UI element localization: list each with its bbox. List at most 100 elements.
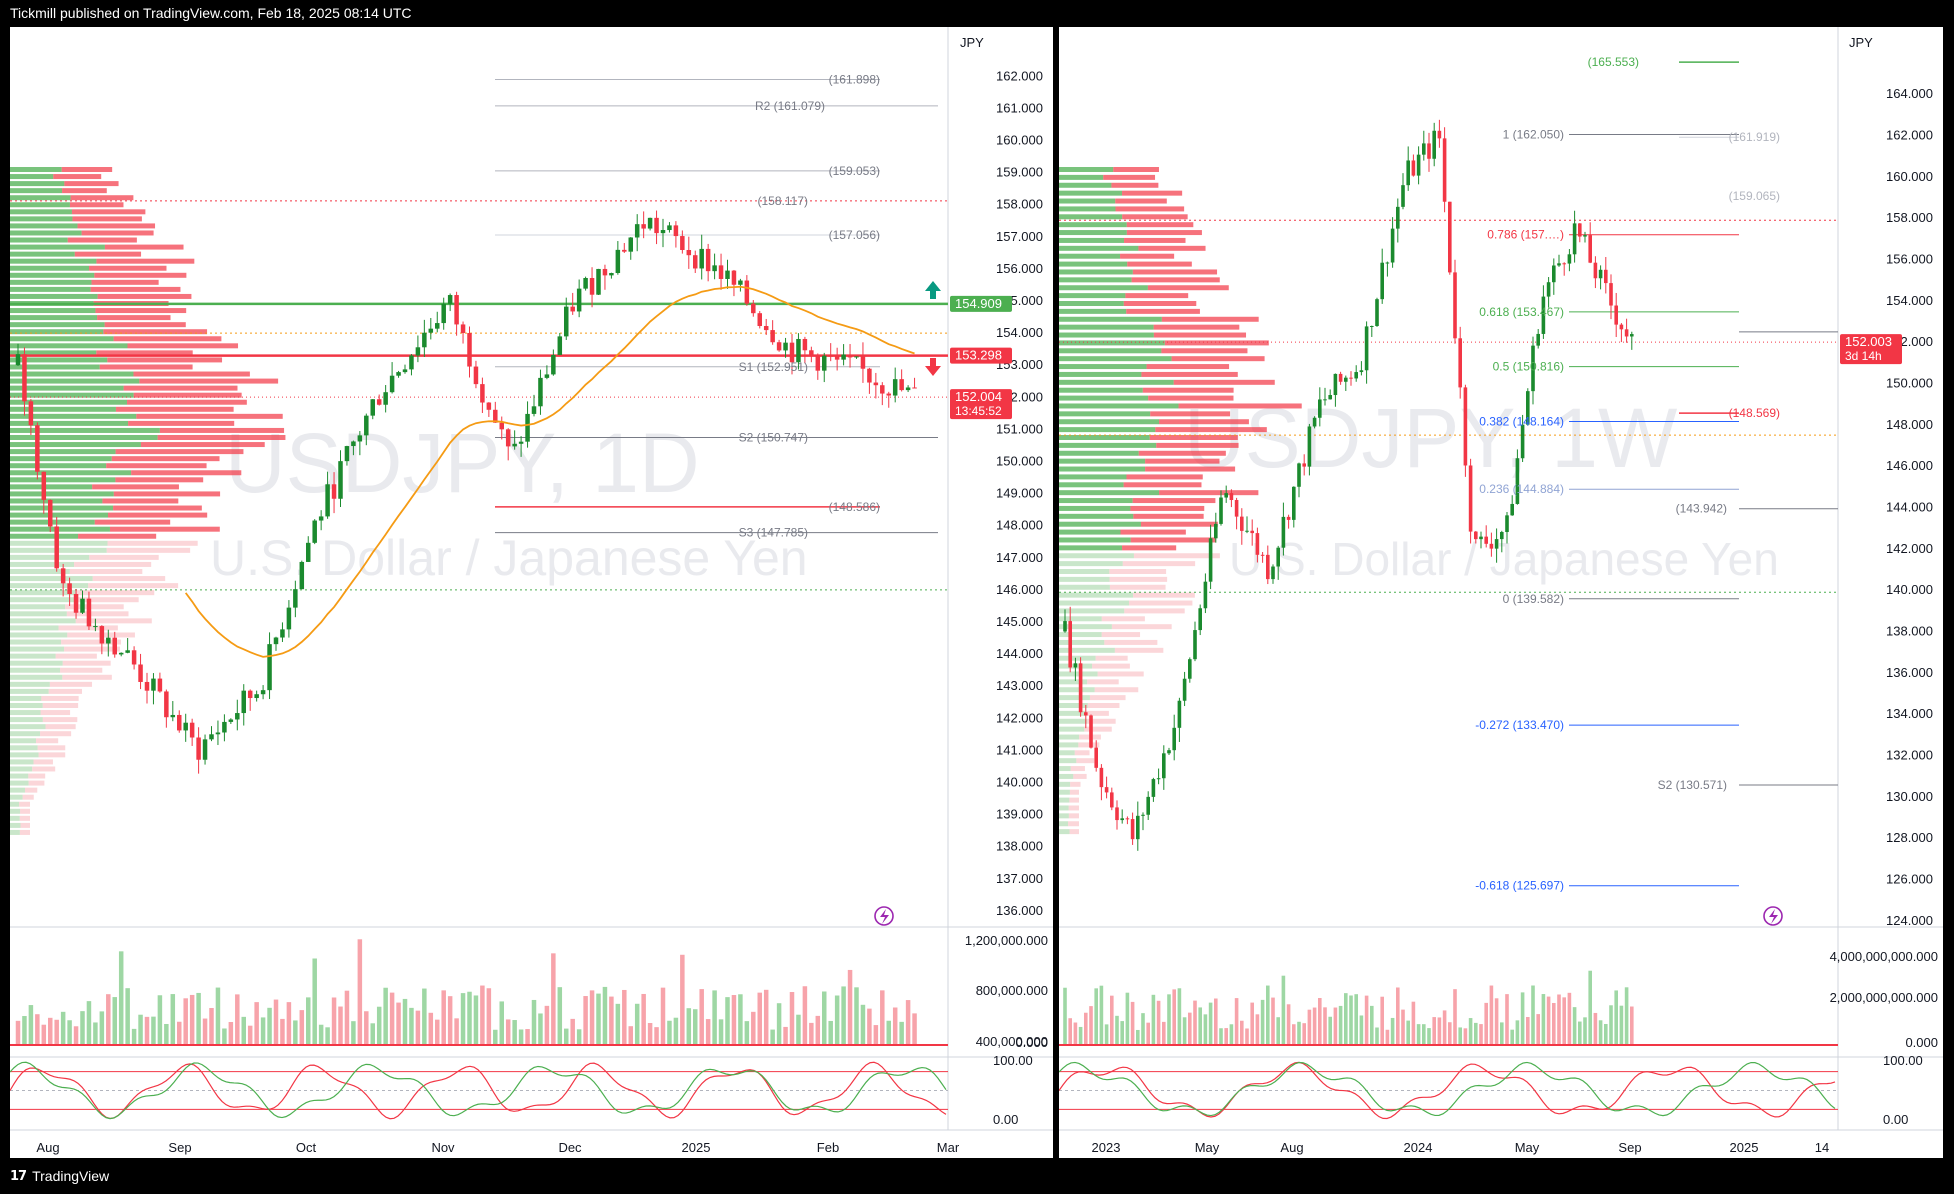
volume-profile-bar xyxy=(69,569,143,574)
candle-body xyxy=(544,374,550,378)
candle-body xyxy=(370,399,375,416)
volume-profile-bar xyxy=(1059,293,1126,299)
volume-bar xyxy=(834,995,840,1045)
candle-body xyxy=(1250,530,1254,534)
volume-bar xyxy=(409,1007,414,1045)
chart-panel-weekly[interactable]: USDJPY, 1W U.S. Dollar / Japanese Yen JP… xyxy=(1058,27,1943,1158)
price-tick: 138.000 xyxy=(1886,623,1933,638)
candle-body xyxy=(667,225,672,231)
volume-bar xyxy=(1619,1005,1624,1045)
volume-profile-bar xyxy=(1059,766,1071,772)
volume-bar xyxy=(222,1028,227,1045)
volume-profile-bar xyxy=(1059,750,1075,756)
volume-profile-bar xyxy=(64,181,119,187)
volume-profile-bar xyxy=(1059,789,1070,795)
candle-body xyxy=(596,268,601,295)
volume-profile-bar xyxy=(10,477,116,483)
candle-body xyxy=(1396,206,1400,229)
candle-body xyxy=(189,722,195,738)
price-tick: 138.000 xyxy=(996,839,1043,854)
volume-bar xyxy=(1557,994,1561,1045)
volume-bar xyxy=(1390,1017,1395,1045)
volume-tick: 4,000,000,000.000 xyxy=(1830,949,1938,964)
price-badge[interactable] xyxy=(950,389,1012,420)
volume-profile-bar xyxy=(42,717,78,723)
candle-body xyxy=(751,303,756,314)
candle-body xyxy=(1593,262,1598,279)
price-badge[interactable] xyxy=(1840,334,1902,365)
volume-bar xyxy=(860,1004,866,1045)
chart-panel-daily[interactable]: USDJPY, 1D U.S. Dollar / Japanese Yen JP… xyxy=(9,27,1053,1158)
candle-body xyxy=(338,461,343,499)
volume-profile-bar xyxy=(109,526,220,532)
volume-profile-bar xyxy=(10,293,98,299)
volume-bar xyxy=(1260,999,1265,1045)
lightning-icon[interactable] xyxy=(874,906,894,926)
candle-body xyxy=(325,484,330,517)
volume-bar xyxy=(667,1020,672,1045)
oscillator-tick: 0.00 xyxy=(993,1112,1018,1127)
candle-body xyxy=(1526,391,1530,425)
volume-profile-bar xyxy=(1059,269,1133,275)
volume-profile-bar xyxy=(89,554,159,560)
candle-body xyxy=(312,520,317,543)
volume-profile-bar xyxy=(1059,301,1124,306)
candle-body xyxy=(131,650,137,665)
volume-profile-bar xyxy=(10,731,41,737)
volume-bar xyxy=(273,999,279,1045)
volume-profile-bar xyxy=(1130,537,1216,543)
volume-profile-bar xyxy=(64,646,121,652)
candle-body xyxy=(1557,263,1561,266)
volume-bar xyxy=(1380,996,1384,1045)
volume-profile-bar xyxy=(1068,813,1079,819)
candle-body xyxy=(1505,515,1509,533)
volume-profile-bar xyxy=(1059,324,1154,330)
volume-bar xyxy=(602,986,608,1045)
volume-bar xyxy=(164,1023,169,1045)
lightning-icon[interactable] xyxy=(1763,906,1783,926)
volume-profile-bar xyxy=(1070,766,1085,772)
volume-profile-bar xyxy=(115,449,244,455)
volume-bar xyxy=(1562,997,1566,1045)
level-label: 0.618 (153.467) xyxy=(1479,305,1564,319)
candle-body xyxy=(609,273,614,276)
price-badge[interactable] xyxy=(950,347,1012,364)
volume-profile-bar xyxy=(10,272,95,278)
daily-chart-canvas[interactable]: USDJPY, 1D U.S. Dollar / Japanese Yen JP… xyxy=(9,27,1053,1158)
volume-profile-bar xyxy=(10,392,134,398)
volume-bar xyxy=(1219,1028,1223,1045)
volume-profile-bar xyxy=(1084,726,1112,732)
volume-profile-bar xyxy=(74,251,142,257)
volume-bar xyxy=(1110,995,1114,1045)
volume-bar xyxy=(247,1025,253,1045)
candle-body xyxy=(815,355,821,371)
candle-body xyxy=(763,326,769,331)
candle-body xyxy=(1198,608,1202,631)
volume-profile-bar xyxy=(115,406,234,412)
volume-profile-bar xyxy=(1126,222,1194,228)
volume-profile-bar xyxy=(10,576,93,582)
candle-body xyxy=(654,217,659,234)
candle-body xyxy=(892,379,898,396)
weekly-chart-canvas[interactable]: USDJPY, 1W U.S. Dollar / Japanese Yen JP… xyxy=(1058,27,1943,1158)
candle-body xyxy=(473,366,479,385)
volume-bar xyxy=(1136,1029,1140,1045)
level-label: 0.5 (150.816) xyxy=(1493,360,1564,374)
volume-profile-bar xyxy=(10,604,66,610)
volume-profile-bar xyxy=(1059,805,1069,811)
volume-bar xyxy=(531,999,537,1045)
volume-bar xyxy=(1474,1022,1478,1045)
time-axis-label: 2025 xyxy=(1730,1140,1759,1155)
candle-body xyxy=(634,224,640,238)
candle-body xyxy=(357,435,363,442)
price-tick: 148.000 xyxy=(1886,417,1933,432)
price-badge[interactable] xyxy=(950,295,1012,312)
candle-body xyxy=(344,446,350,462)
candle-body xyxy=(705,248,711,272)
time-axis-label: Nov xyxy=(431,1140,455,1155)
candle-body xyxy=(196,737,201,760)
volume-bar xyxy=(209,1008,214,1045)
candle-body xyxy=(518,441,524,444)
volume-profile-bar xyxy=(10,745,38,751)
volume-profile-bar xyxy=(10,829,20,835)
